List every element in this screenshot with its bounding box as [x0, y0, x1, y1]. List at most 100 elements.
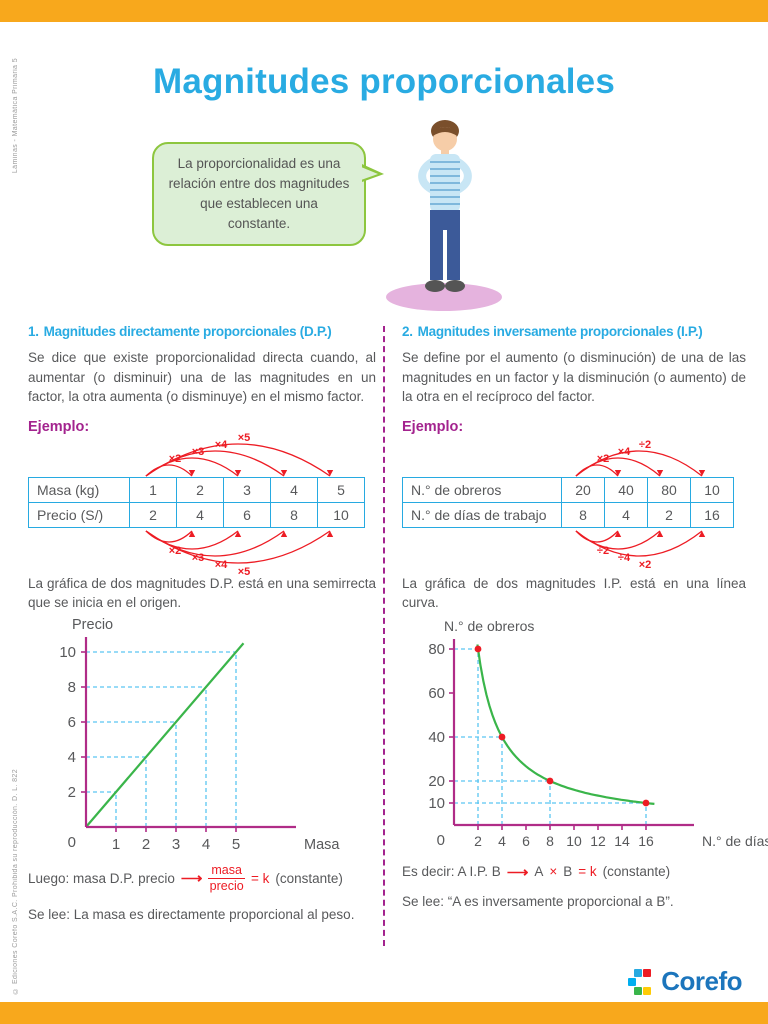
section-title: Magnitudes inversamente proporcionales (… — [417, 324, 703, 339]
conclusion-prefix: Luego: masa D.P. precio — [28, 870, 175, 886]
origin-label: 0 — [68, 834, 76, 851]
y-axis-title: Precio — [72, 617, 113, 633]
arc-arrowhead — [698, 469, 706, 476]
example-label: Ejemplo: — [28, 418, 90, 435]
factor-arc — [575, 530, 703, 557]
cell-value: 4 — [604, 501, 648, 528]
direct-proportion-table: ×2 ×3 ×4 ×5 ×2 ×3 ×4 ×5 Masa (kg) 1 2 3 4 5 Precio (… — [28, 432, 376, 578]
corefo-logo-text: Corefo — [661, 966, 742, 996]
arc-arrowhead — [656, 530, 664, 537]
x-tick-label: 6 — [522, 833, 530, 849]
factor-arc — [145, 530, 331, 564]
x-tick-label: 12 — [590, 833, 606, 849]
x-tick-label: 2 — [474, 833, 482, 849]
cell-value: 2 — [176, 476, 224, 503]
arc-arrowhead — [188, 469, 196, 476]
data-table: N.° de obreros 20 40 80 10 N.° de días de tra… — [402, 476, 734, 528]
cell-value: 1 — [129, 476, 177, 503]
arc-arrowhead — [326, 469, 334, 476]
data-point — [498, 733, 506, 741]
factor-label: ×5 — [238, 566, 251, 578]
corefo-logo-mark — [628, 968, 652, 995]
data-point — [474, 645, 482, 653]
section-title: Magnitudes directamente proporcionales (… — [43, 324, 332, 339]
formula-b: B — [563, 864, 573, 880]
boy-illustration — [404, 118, 486, 298]
origin-label: 0 — [437, 832, 445, 849]
column-divider — [383, 326, 385, 946]
row-label: Masa (kg) — [28, 476, 130, 503]
row-label: N.° de obreros — [402, 476, 562, 503]
cell-value: 6 — [223, 501, 271, 528]
arc-arrowhead — [234, 469, 242, 476]
top-border-bar — [0, 0, 768, 22]
x-tick-label: 2 — [142, 836, 150, 853]
section-number: 1. — [28, 324, 39, 339]
arc-arrowhead — [656, 469, 664, 476]
conclusion-prefix: Es decir: A I.P. B — [402, 864, 501, 880]
arc-arrowhead — [280, 530, 288, 537]
row-label: N.° de días de trabajo — [402, 501, 562, 528]
arc-arrowhead — [614, 530, 622, 537]
row-label: Precio (S/) — [28, 501, 130, 528]
arc-arrowhead — [698, 530, 706, 537]
x-tick-label: 8 — [546, 833, 554, 849]
example-label: Ejemplo: — [402, 418, 464, 435]
cell-value: 10 — [317, 501, 365, 528]
ip-reading: Se lee: “A es inversamente proporcional … — [402, 893, 674, 909]
cell-value: 2 — [129, 501, 177, 528]
graph-note: La gráfica de dos magnitudes D.P. está e… — [28, 575, 376, 611]
corefo-logo: Corefo — [628, 966, 742, 997]
y-tick-label: 6 — [68, 714, 76, 731]
page-title: Magnitudes proporcionales — [153, 62, 615, 101]
cell-value: 40 — [604, 476, 648, 503]
factor-label: ×2 — [639, 559, 652, 571]
conclusion-suffix: (constante) — [602, 864, 671, 880]
cell-value: 3 — [223, 476, 271, 503]
x-axis-title: Masa — [304, 837, 340, 853]
boy-drawing — [418, 120, 472, 292]
cell-value: 4 — [270, 476, 318, 503]
multiply-arcs-bottom: ×2×3×4×5 — [145, 530, 334, 578]
dp-reading: Se lee: La masa es directamente proporci… — [28, 906, 355, 922]
y-tick-label: 8 — [68, 679, 76, 696]
arc-arrowhead — [188, 530, 196, 537]
y-tick-label: 2 — [68, 784, 76, 801]
y-tick-label: 4 — [68, 749, 76, 766]
fraction-numerator: masa — [208, 863, 245, 880]
arc-arrowhead — [614, 469, 622, 476]
ip-conclusion: Es decir: A I.P. B ⟶ A × B = k (constant… — [402, 863, 746, 881]
factor-arc — [145, 443, 331, 477]
multiply-arcs-top: ×2×4÷2 — [575, 439, 706, 477]
fraction-denominator: precio — [209, 879, 244, 894]
y-tick-label: 60 — [428, 685, 445, 702]
inverse-proportion-table: ×2 ×4 ÷2 ÷2 ÷4 ×2 N.° de obreros 20 40 80 10 N.° … — [402, 439, 746, 571]
conclusion-suffix: (constante) — [275, 870, 343, 886]
y-tick-label: 80 — [428, 641, 445, 658]
multiply-arcs-top: ×2×3×4×5 — [145, 432, 334, 477]
y-tick-label: 10 — [428, 795, 445, 812]
arrow-icon: ⟶ — [180, 870, 203, 888]
cell-value: 20 — [561, 476, 605, 503]
dp-conclusion: Luego: masa D.P. precio ⟶ masa precio = … — [28, 863, 376, 894]
section-number: 2. — [402, 324, 413, 339]
y-tick-label: 40 — [428, 729, 445, 746]
graph-note: La gráfica de dos magnitudes I.P. está e… — [402, 575, 746, 611]
x-tick-label: 4 — [498, 833, 506, 849]
conclusion-equals: = k — [250, 870, 270, 886]
y-tick-label: 10 — [59, 644, 76, 661]
arc-arrowhead — [234, 530, 242, 537]
arc-arrowhead — [326, 530, 334, 537]
section-body: Se dice que existe proporcionalidad dire… — [28, 350, 376, 405]
cell-value: 2 — [647, 501, 691, 528]
x-tick-label: 5 — [232, 836, 240, 853]
y-tick-label: 20 — [428, 773, 445, 790]
bottom-border-bar — [0, 1002, 768, 1024]
ip-curve — [476, 644, 655, 805]
side-label-bottom: © Ediciones Corefo S.A.C. Prohibida su r… — [12, 769, 19, 994]
x-tick-label: 16 — [638, 833, 654, 849]
x-tick-label: 3 — [172, 836, 180, 853]
data-table: Masa (kg) 1 2 3 4 5 Precio (S/) 2 4 6 8 10 — [28, 476, 365, 528]
cell-value: 4 — [176, 501, 224, 528]
data-point — [642, 799, 650, 807]
